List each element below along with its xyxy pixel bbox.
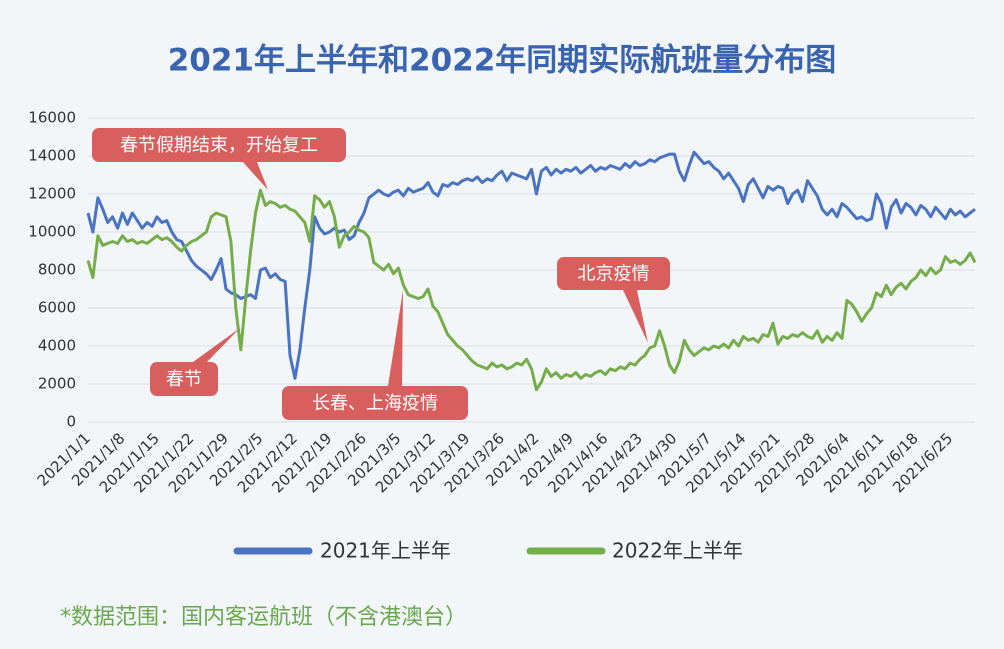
y-tick-label: 0: [66, 413, 76, 431]
annotation: 春节: [166, 369, 202, 390]
callout-box: [557, 257, 670, 290]
annotation: 北京疫情: [578, 264, 650, 285]
y-tick-label: 6000: [38, 299, 76, 317]
y-tick-label: 14000: [28, 147, 76, 165]
y-tick-label: 16000: [28, 109, 76, 127]
y-tick-label: 4000: [38, 337, 76, 355]
y-tick-label: 10000: [28, 223, 76, 241]
callout-pointer: [388, 290, 403, 386]
series-line: [86, 188, 977, 392]
y-tick-label: 2000: [38, 375, 76, 393]
annotation: 长春、上海疫情: [312, 393, 438, 414]
callout-box: [150, 362, 218, 396]
y-tick-label: 8000: [38, 261, 76, 279]
callout-box: [92, 128, 346, 162]
annotation: 春节假期结束，开始复工: [120, 135, 318, 156]
callout-pointer: [243, 162, 268, 190]
y-tick-label: 12000: [28, 185, 76, 203]
callout-pointer: [623, 290, 648, 343]
legend-label: 2022年上半年: [612, 539, 743, 563]
footnote: *数据范围：国内客运航班（不含港澳台）: [60, 605, 467, 630]
callout-pointer: [193, 328, 240, 362]
callout-box: [282, 386, 468, 420]
chart-title: 2021年上半年和2022年同期实际航班量分布图: [168, 43, 837, 79]
legend-label: 2021年上半年: [320, 539, 451, 563]
